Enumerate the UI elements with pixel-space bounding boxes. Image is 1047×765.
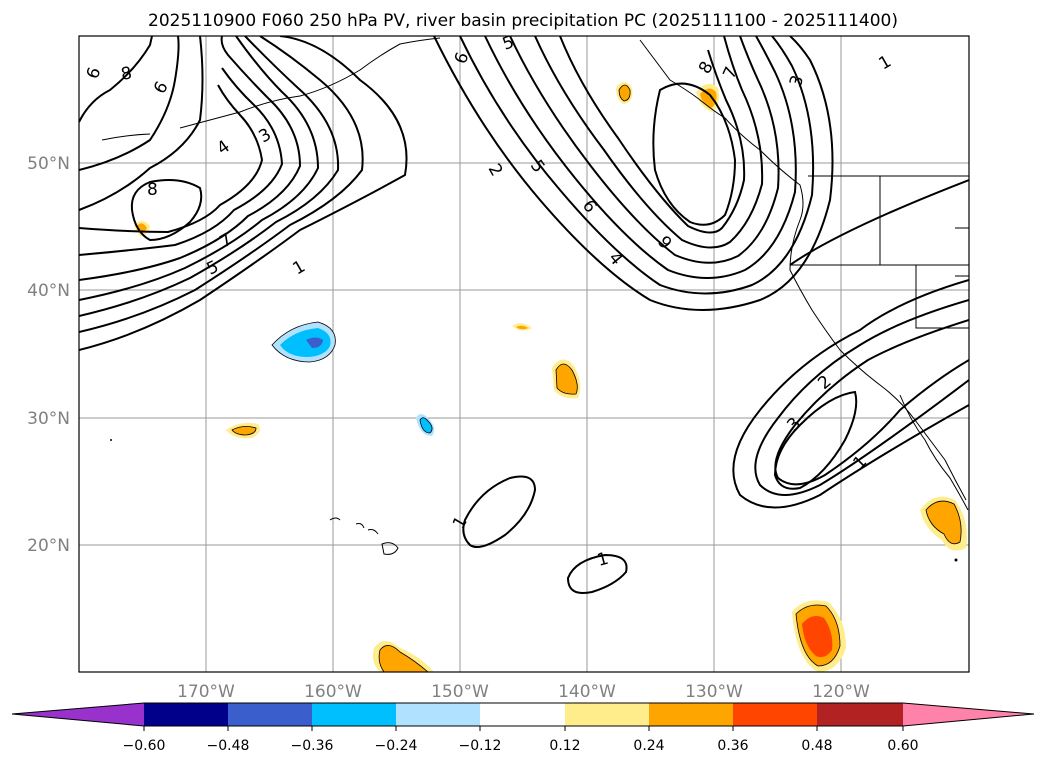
- lat-tick-label: 30°N: [27, 409, 70, 429]
- precipitation-shading: [134, 82, 967, 672]
- aleutian-islands: [101, 37, 441, 141]
- lat-axis: 50°N 40°N 30°N 20°N: [27, 154, 70, 556]
- negative-anomaly-peak: [306, 337, 323, 348]
- pv-contour-central-5: [534, 36, 764, 249]
- pv-contour-subtropical-1: [462, 475, 537, 548]
- negative-anomaly-outline: [271, 321, 336, 363]
- lon-tick-label: 120°W: [812, 682, 870, 702]
- figure-title: 2025110900 F060 250 hPa PV, river basin …: [148, 11, 898, 31]
- pv-contour-west-5: [79, 36, 302, 281]
- positive-anomaly-baja-core: [925, 500, 962, 545]
- colorbar-swatch: [733, 703, 818, 726]
- colorbar-tick-label: 0.24: [633, 738, 664, 754]
- contour-label: 8: [119, 63, 133, 85]
- lon-tick-label: 130°W: [685, 682, 743, 702]
- pv-contour-nw-2: [79, 36, 180, 171]
- pv-contour-subtropical-2: [566, 553, 628, 594]
- map-background: [79, 36, 969, 672]
- negative-anomaly-small-core: [419, 417, 433, 434]
- colorbar-swatch: [144, 703, 229, 726]
- lon-tick-label: 140°W: [558, 682, 616, 702]
- map-area: 6 8 6 3 4 8 7 5 1 5 6 2 5 6 4 9 8 7 3 1 …: [79, 32, 969, 672]
- small-island-east: [954, 558, 958, 562]
- pv-contours: [79, 36, 969, 594]
- colorbar-swatch: [649, 703, 734, 726]
- pv-contour-west-2: [79, 36, 364, 333]
- lon-tick-label: 160°W: [304, 682, 362, 702]
- pv-contour-central-3: [484, 36, 797, 279]
- negative-anomaly-core: [280, 328, 331, 357]
- pv-contour-central-1: [433, 36, 834, 311]
- colorbar-swatch: [312, 703, 397, 726]
- hawaii-islands: [329, 517, 399, 555]
- colorbar-swatch: [817, 703, 904, 726]
- colorbar-tick-label: −0.60: [123, 738, 166, 754]
- colorbar-tick-label: −0.48: [207, 738, 250, 754]
- colorbar-swatch: [396, 703, 481, 726]
- pv-contour-central-4: [509, 36, 780, 264]
- positive-anomaly-140w-core: [555, 363, 578, 395]
- colorbar-tick-label: 0.48: [801, 738, 832, 754]
- colorbar-extend-high: [903, 703, 1034, 726]
- pv-contour-west-1: [79, 36, 408, 351]
- colorbar-tick-label: −0.36: [291, 738, 334, 754]
- pv-contour-nw-3: [79, 36, 204, 211]
- positive-anomaly-tiny-core: [516, 325, 528, 330]
- lat-tick-label: 40°N: [27, 281, 70, 301]
- pv-contour-se-4: [773, 390, 858, 490]
- pv-contour-west-6: [79, 67, 284, 256]
- pv-contour-west-8: [130, 179, 203, 242]
- baja-california: [899, 394, 969, 511]
- pv-contour-west-3: [79, 36, 340, 317]
- map-frame: [78, 35, 970, 673]
- positive-anomaly-mexico-core: [802, 616, 833, 658]
- pv-contour-central-2: [459, 36, 815, 295]
- pv-contour-nw-1: [79, 36, 153, 123]
- colorbar-tick-label: 0.12: [549, 738, 580, 754]
- state-borders: [790, 175, 969, 329]
- lat-tick-label: 20°N: [27, 536, 70, 556]
- colorbar-tick-label: −0.24: [375, 738, 418, 754]
- graticule: [79, 36, 969, 672]
- positive-anomaly-south-core: [378, 645, 429, 672]
- colorbar-tick-label: 0.36: [717, 738, 748, 754]
- contour-label: 5: [500, 32, 517, 54]
- colorbar-swatch: [480, 703, 566, 726]
- contour-label: 1: [595, 549, 611, 571]
- pv-contour-se-2: [754, 299, 969, 496]
- positive-anomaly-gulf-core: [618, 84, 631, 102]
- contour-label: 8: [147, 180, 158, 200]
- pv-contour-central-9: [652, 82, 737, 226]
- pv-contour-se-3: [774, 319, 969, 486]
- colorbar-extend-low: [12, 703, 144, 726]
- pv-contour-west-7: [79, 84, 264, 234]
- pv-contour-central-6: [559, 36, 746, 234]
- lon-axis: 170°W 160°W 150°W 140°W 130°W 120°W: [177, 682, 870, 702]
- small-island: [110, 439, 112, 441]
- lon-tick-label: 170°W: [177, 682, 235, 702]
- colorbar-tick-label: −0.12: [459, 738, 502, 754]
- colorbar-swatch: [565, 703, 650, 726]
- colorbar-ticks: [143, 726, 904, 731]
- positive-anomaly-west-core: [231, 426, 257, 436]
- lat-tick-label: 50°N: [27, 154, 70, 174]
- positive-anomaly-bc-coast-core: [700, 88, 717, 108]
- alaska-bc-coastline: [639, 39, 804, 221]
- pv-contour-west-4: [79, 36, 320, 301]
- coastlines: [101, 37, 969, 562]
- colorbar-swatch: [228, 703, 313, 726]
- us-west-coastline: [789, 219, 967, 501]
- colorbar: −0.60 −0.48 −0.36 −0.24 −0.12 0.12 0.24 …: [11, 702, 1035, 754]
- lon-tick-label: 150°W: [431, 682, 489, 702]
- colorbar-tick-label: 0.60: [887, 738, 918, 754]
- pv-contour-se-1: [732, 179, 969, 509]
